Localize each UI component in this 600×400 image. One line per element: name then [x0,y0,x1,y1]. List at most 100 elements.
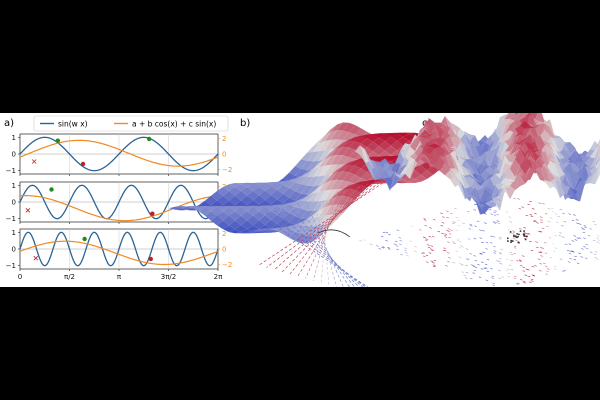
surface-patch [253,220,265,230]
surface-patch [319,164,331,177]
surface-patch [409,179,421,183]
surface-patch [485,166,495,176]
surface-patch [349,190,361,200]
floor-mark [447,241,450,243]
surface-patch [475,182,485,191]
floor-mark [509,221,513,223]
floor-mark [567,261,571,263]
surface-patch [420,121,430,142]
floor-mark [525,268,529,270]
surface-patch [440,149,450,164]
surface-patch [277,185,289,194]
surface-patch [355,184,367,194]
surface-patch [425,143,435,147]
surface-patch [217,195,229,205]
floor-mark [427,244,430,246]
surface-patch [415,145,425,161]
surface-patch [500,162,510,179]
surface-patch [307,143,319,153]
floor-mark [405,255,409,257]
surface-patch [395,167,405,179]
surface-patch [525,167,535,180]
surface-patch [283,201,295,206]
floor-mark [525,233,529,235]
floor-mark [554,268,557,270]
floor-mark [574,239,578,241]
surface-patch [460,142,470,161]
floor-mark [521,255,525,257]
surface-patch [475,188,485,200]
surface-patch [520,167,530,180]
surface-patch [480,186,490,198]
floor-mark [448,257,451,259]
surface-patch [590,146,600,169]
surface-patch [331,154,343,165]
surface-patch [365,161,375,181]
surface-patch [235,215,247,226]
floor-point-dark [523,230,525,232]
surface-patch [415,165,427,175]
floor-mark [479,237,483,239]
surface-patch [313,165,325,177]
surface-patch [229,206,241,212]
floor-mark [501,276,504,278]
floor-mark [568,253,572,255]
surface-patch [560,177,570,200]
surface-patch [397,136,409,146]
panel-label-a: a) [4,118,14,129]
surface-patch [271,183,283,190]
floor-mark [561,270,565,272]
floor-mark [485,279,489,281]
floor-mark [596,241,599,243]
floor-mark [584,226,587,229]
surface-patch [355,168,367,178]
surface-patch [313,190,325,202]
floor-mark [381,247,385,249]
surface-patch [223,208,235,216]
floor-mark [597,239,600,241]
surface-patch [450,153,460,175]
surface-patch [505,141,515,152]
surface-patch [470,195,480,207]
surface-patch [343,140,355,148]
floor-mark [473,209,476,211]
surface-patch [259,215,271,225]
surface-patch [430,150,440,162]
floor-mark [427,246,431,249]
floor-mark [519,228,522,230]
floor-mark [530,215,534,218]
surface-patch [525,125,535,129]
surface-patch [440,162,450,176]
surface-patch [349,136,361,142]
floor-mark [540,221,543,224]
y-left-tick-label: −1 [6,262,16,270]
contour-path-dark [317,229,351,238]
surface-patch [223,225,235,233]
surface-patch [379,133,391,135]
floor-mark [447,228,451,230]
surface-patch [223,206,235,209]
surface-patch [343,147,355,158]
floor-mark [395,245,399,247]
surface-patch [410,136,420,152]
surface-patch [510,172,520,181]
surface-patch [435,122,445,129]
surface-patch [325,179,337,191]
surface-patch [271,199,283,207]
surface-patch [313,224,325,236]
floor-mark [497,194,501,197]
surface-patch [175,206,187,209]
surface-patch [455,160,465,176]
surface-patch [265,186,277,195]
surface-patch [343,184,355,190]
floor-mark [561,236,565,238]
surface-patch [217,211,229,221]
panel-c-surface [355,102,600,291]
surface-patch [241,232,253,234]
surface-patch [253,186,265,196]
figure-svg: a) b) c) sin(w x) a + b cos(x) + c sin(x… [4,102,600,303]
floor-mark [557,215,560,218]
floor-mark [540,255,543,257]
surface-patch [373,156,385,162]
surface-patch [515,125,525,137]
